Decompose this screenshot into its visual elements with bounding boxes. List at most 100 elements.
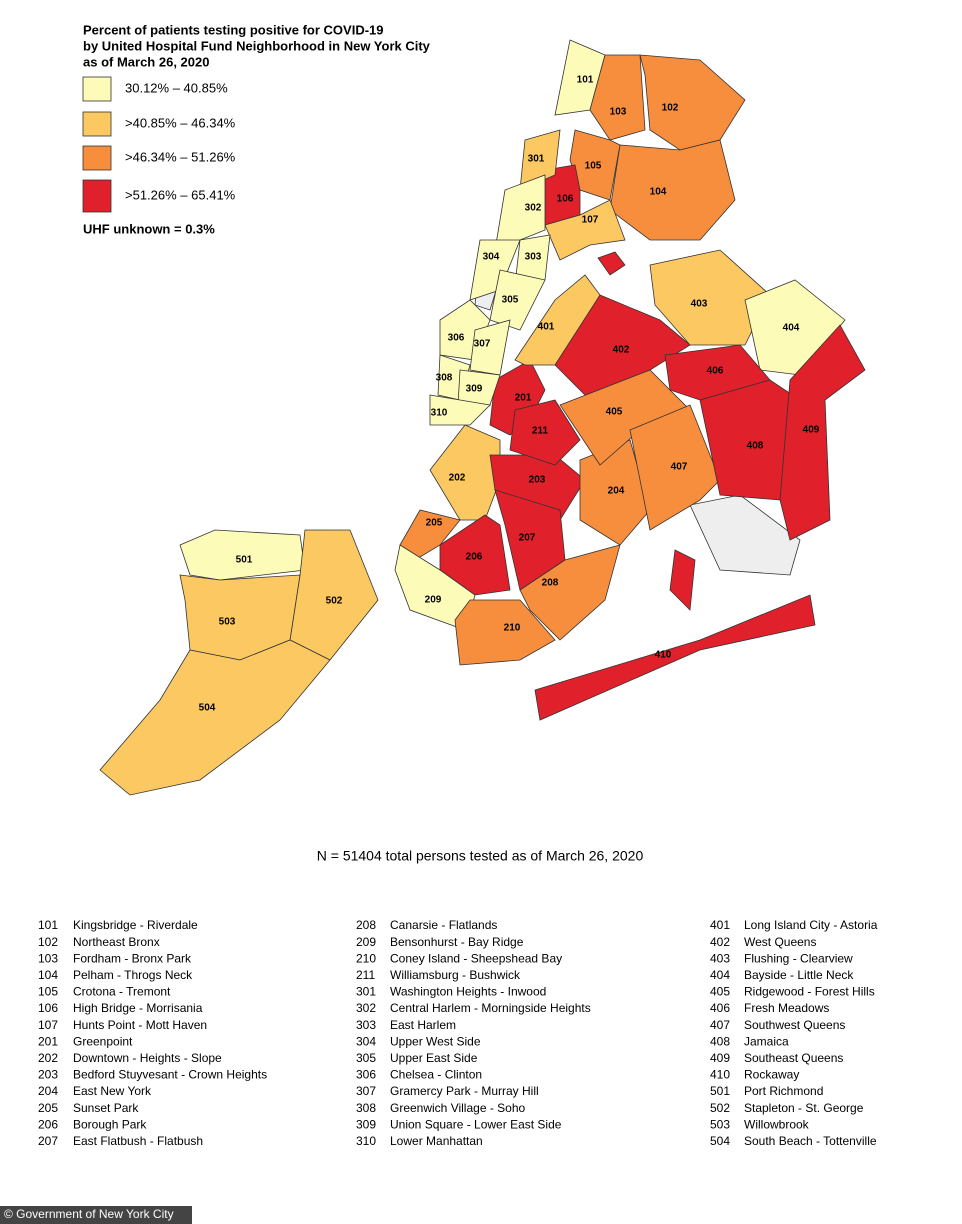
list-code: 206 — [38, 1117, 58, 1131]
legend-label: >51.26% – 65.41% — [125, 187, 236, 202]
region-code: 401 — [538, 322, 555, 333]
list-code: 306 — [356, 1068, 376, 1082]
region-code: 310 — [431, 408, 448, 419]
footnote: N = 51404 total persons tested as of Mar… — [317, 848, 644, 864]
region-code: 308 — [436, 373, 453, 384]
list-code: 104 — [38, 968, 58, 982]
region-code: 406 — [707, 366, 724, 377]
region — [429, 394, 491, 426]
list-code: 406 — [710, 1001, 730, 1015]
list-name: Downtown - Heights - Slope — [73, 1051, 222, 1065]
region — [669, 549, 696, 611]
region — [609, 139, 736, 241]
region-code: 103 — [610, 107, 627, 118]
region-code: 408 — [747, 441, 764, 452]
region-code: 205 — [426, 518, 443, 529]
list-name: Lower Manhattan — [390, 1134, 483, 1148]
region-code: 102 — [662, 103, 679, 114]
region — [509, 399, 581, 466]
island — [597, 251, 626, 276]
list-name: Rockaway — [744, 1068, 799, 1082]
list-code: 503 — [710, 1117, 730, 1131]
region-code: 404 — [783, 323, 800, 334]
title-line: by United Hospital Fund Neighborhood in … — [83, 38, 431, 53]
region-code: 502 — [326, 596, 343, 607]
list-code: 310 — [356, 1134, 376, 1148]
region-code: 106 — [557, 194, 574, 205]
list-code: 501 — [710, 1084, 730, 1098]
legend-label: 30.12% – 40.85% — [125, 80, 228, 95]
region-code: 301 — [528, 154, 545, 165]
list-name: Upper East Side — [390, 1051, 478, 1065]
region-code: 206 — [466, 552, 483, 563]
list-code: 211 — [356, 968, 375, 982]
list-name: Southeast Queens — [744, 1051, 843, 1065]
region-code: 105 — [585, 161, 602, 172]
list-name: Northeast Bronx — [73, 935, 160, 949]
list-name: West Queens — [744, 935, 816, 949]
list-name: Bensonhurst - Bay Ridge — [390, 935, 524, 949]
region — [519, 544, 621, 641]
region — [519, 129, 561, 191]
region — [99, 639, 331, 796]
list-name: Willowbrook — [744, 1117, 810, 1131]
region-code: 405 — [606, 407, 623, 418]
list-name: Greenpoint — [73, 1034, 133, 1048]
list-name: Gramercy Park - Murray Hill — [390, 1084, 539, 1098]
region-code: 303 — [525, 252, 542, 263]
list-name: Ridgewood - Forest Hills — [744, 985, 875, 999]
legend-swatch — [82, 111, 112, 137]
list-name: Borough Park — [73, 1117, 147, 1131]
list-name: Southwest Queens — [744, 1018, 845, 1032]
region-code: 304 — [483, 252, 500, 263]
title-line: as of March 26, 2020 — [83, 54, 209, 69]
list-name: East New York — [73, 1084, 152, 1098]
list-name: Greenwich Village - Soho — [390, 1101, 526, 1115]
list-code: 402 — [710, 935, 730, 949]
list-name: Kingsbridge - Riverdale — [73, 918, 198, 932]
region-code: 208 — [542, 578, 559, 589]
list-name: Jamaica — [744, 1034, 789, 1048]
list-code: 308 — [356, 1101, 376, 1115]
list-code: 208 — [356, 918, 376, 932]
region-code: 210 — [504, 623, 521, 634]
list-name: High Bridge - Morrisania — [73, 1001, 203, 1015]
list-code: 403 — [710, 951, 730, 965]
region-code: 209 — [425, 595, 442, 606]
region — [779, 324, 866, 541]
legend-label: >40.85% – 46.34% — [125, 115, 236, 130]
list-name: Williamsburg - Bushwick — [390, 968, 521, 982]
list-name: Bedford Stuyvesant - Crown Heights — [73, 1068, 267, 1082]
list-code: 303 — [356, 1018, 376, 1032]
region-code: 201 — [515, 393, 532, 404]
legend-swatch — [82, 76, 112, 102]
list-code: 204 — [38, 1084, 58, 1098]
region-code: 309 — [466, 384, 483, 395]
list-code: 202 — [38, 1051, 58, 1065]
list-name: East Harlem — [390, 1018, 456, 1032]
list-code: 404 — [710, 968, 730, 982]
legend-label: >46.34% – 51.26% — [125, 149, 236, 164]
region — [454, 599, 556, 666]
list-code: 205 — [38, 1101, 58, 1115]
region-code: 503 — [219, 617, 236, 628]
list-code: 405 — [710, 985, 730, 999]
list-name: Pelham - Throgs Neck — [73, 968, 193, 982]
list-code: 102 — [38, 935, 58, 949]
list-code: 504 — [710, 1134, 730, 1148]
list-code: 302 — [356, 1001, 376, 1015]
legend-swatch — [82, 179, 112, 213]
region — [489, 269, 546, 331]
list-code: 301 — [356, 985, 376, 999]
region-code: 104 — [650, 187, 667, 198]
list-name: Fresh Meadows — [744, 1001, 829, 1015]
legend-swatch — [82, 145, 112, 171]
list-name: Coney Island - Sheepshead Bay — [390, 951, 562, 965]
region — [494, 174, 546, 251]
list-name: Washington Heights - Inwood — [390, 985, 546, 999]
region-code: 107 — [582, 215, 599, 226]
region-code: 307 — [474, 339, 491, 350]
region — [629, 404, 721, 531]
credit-bar — [0, 1206, 192, 1224]
